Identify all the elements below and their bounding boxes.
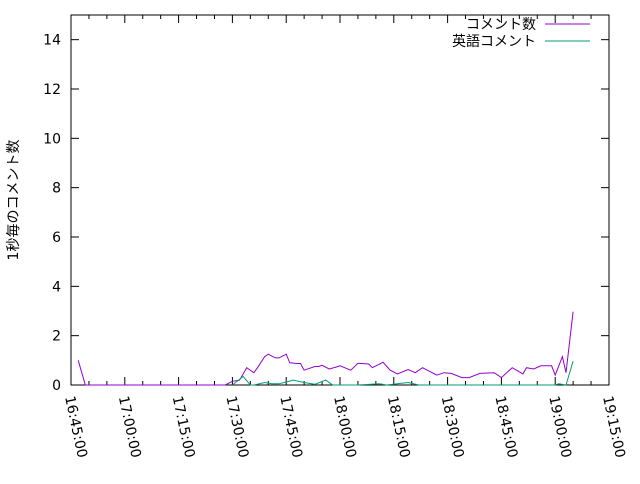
legend-label: コメント数 xyxy=(466,17,536,33)
x-tick-label: 18:15:00 xyxy=(384,395,413,460)
y-tick-label: 0 xyxy=(52,378,61,394)
y-tick-label: 14 xyxy=(43,33,61,49)
x-tick-label: 18:30:00 xyxy=(438,395,467,460)
x-tick-label: 18:00:00 xyxy=(330,395,359,460)
y-tick-label: 6 xyxy=(52,230,61,246)
y-tick-label: 12 xyxy=(43,82,61,98)
y-axis-label: 1秒毎のコメント数 xyxy=(6,140,22,261)
x-tick-label: 19:15:00 xyxy=(599,395,628,460)
axes: 0 2 4 6 8 10 12 14 16:45:00 17:00:00 17:15:00 17:30… xyxy=(43,15,628,459)
x-tick-label: 19:00:00 xyxy=(545,395,574,460)
series-line-0 xyxy=(78,312,573,385)
x-tick-label: 16:45:00 xyxy=(61,395,90,460)
x-tick-label: 18:45:00 xyxy=(491,395,520,460)
x-tick-label: 17:45:00 xyxy=(276,395,305,460)
y-tick-label: 10 xyxy=(43,131,61,147)
y-tick-label: 4 xyxy=(52,279,61,295)
x-tick-label: 17:30:00 xyxy=(222,395,251,460)
series-lines xyxy=(78,312,573,385)
y-tick-label: 8 xyxy=(52,181,61,197)
y-tick-label: 2 xyxy=(52,329,61,345)
x-tick-label: 17:15:00 xyxy=(169,395,198,460)
legend-label: 英語コメント xyxy=(452,33,536,50)
x-tick-label: 17:00:00 xyxy=(115,395,144,460)
plot-border xyxy=(71,15,609,385)
